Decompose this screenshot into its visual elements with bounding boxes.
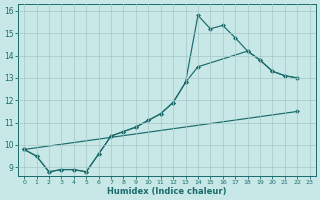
X-axis label: Humidex (Indice chaleur): Humidex (Indice chaleur) <box>107 187 227 196</box>
